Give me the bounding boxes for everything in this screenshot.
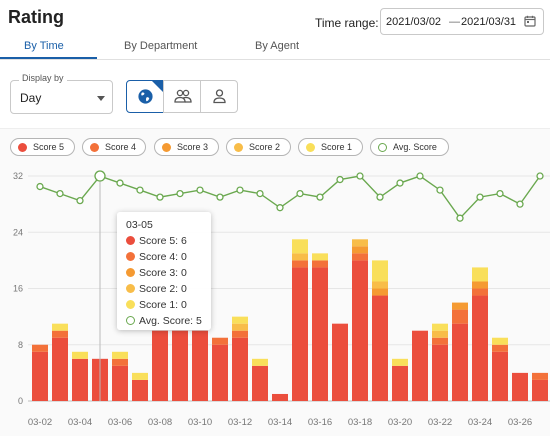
view-mode-global-button[interactable] <box>126 80 164 113</box>
legend-label: Score 4 <box>105 142 137 152</box>
tab-by-agent[interactable]: By Agent <box>255 40 300 52</box>
tooltip-swatch <box>126 316 135 325</box>
tooltip-title: 03-05 <box>126 219 153 231</box>
chart-tooltip: 03-05 Score 5: 6 Score 4: 0 Score 3: 0 S… <box>117 212 211 330</box>
legend-dot <box>18 143 27 152</box>
tab-bar: By Time By Department By Agent <box>0 36 550 60</box>
chevron-down-icon <box>97 96 105 101</box>
display-by-select[interactable]: Display by Day <box>10 73 113 114</box>
date-range-picker[interactable]: 2021/03/02 — 2021/03/31 <box>380 8 544 35</box>
legend-ring <box>378 143 387 152</box>
tooltip-swatch <box>126 252 135 261</box>
tooltip-text: Score 4: 0 <box>139 251 187 263</box>
display-by-value: Day <box>20 91 42 105</box>
legend-avg-score[interactable]: Avg. Score <box>370 138 449 156</box>
legend-score-3[interactable]: Score 3 <box>154 138 219 156</box>
tooltip-text: Score 1: 0 <box>139 299 187 311</box>
legend-label: Score 5 <box>33 142 65 152</box>
tooltip-text: Score 3: 0 <box>139 267 187 279</box>
tooltip-text: Avg. Score: 5 <box>139 315 202 327</box>
legend-label: Avg. Score <box>393 142 437 152</box>
chart-area: Score 5 Score 4 Score 3 Score 2 Score 1 … <box>0 128 550 436</box>
tooltip-swatch <box>126 300 135 309</box>
tooltip-row-avg-score: Avg. Score: 5 <box>126 315 202 327</box>
legend-dot <box>234 143 243 152</box>
legend-score-4[interactable]: Score 4 <box>82 138 146 156</box>
selected-check-icon <box>151 80 164 93</box>
legend-label: Score 1 <box>321 142 353 152</box>
tooltip-swatch <box>126 236 135 245</box>
legend-score-2[interactable]: Score 2 <box>226 138 291 156</box>
tooltip-row-score-1: Score 1: 0 <box>126 299 187 311</box>
calendar-icon[interactable] <box>524 15 536 27</box>
person-icon <box>213 89 226 104</box>
tooltip-swatch <box>126 268 135 277</box>
legend-label: Score 2 <box>249 142 281 152</box>
toolbar: Display by Day <box>0 61 550 123</box>
tooltip-swatch <box>126 284 135 293</box>
active-tab-indicator <box>0 57 97 59</box>
legend-score-1[interactable]: Score 1 <box>298 138 363 156</box>
page-title: Rating <box>8 7 64 27</box>
tooltip-text: Score 5: 6 <box>139 235 187 247</box>
display-by-label: Display by <box>19 73 67 83</box>
tooltip-row-score-3: Score 3: 0 <box>126 267 187 279</box>
date-to[interactable]: 2021/03/31 <box>461 16 517 28</box>
tab-by-department[interactable]: By Department <box>124 40 198 52</box>
view-mode-group-button[interactable] <box>163 80 201 113</box>
legend-label: Score 3 <box>177 142 209 152</box>
tab-by-time[interactable]: By Time <box>24 40 64 52</box>
tooltip-row-score-4: Score 4: 0 <box>126 251 187 263</box>
legend-dot <box>90 143 99 152</box>
tooltip-text: Score 2: 0 <box>139 283 187 295</box>
time-range-label: Time range: <box>315 16 379 30</box>
date-from[interactable]: 2021/03/02 <box>386 16 442 28</box>
globe-icon <box>138 89 153 104</box>
legend-score-5[interactable]: Score 5 <box>10 138 75 156</box>
group-icon <box>174 89 192 103</box>
tooltip-row-score-2: Score 2: 0 <box>126 283 187 295</box>
legend-dot <box>162 143 171 152</box>
tooltip-row-score-5: Score 5: 6 <box>126 235 187 247</box>
legend-dot <box>306 143 315 152</box>
view-mode-person-button[interactable] <box>200 80 238 113</box>
date-separator: — <box>449 16 460 28</box>
